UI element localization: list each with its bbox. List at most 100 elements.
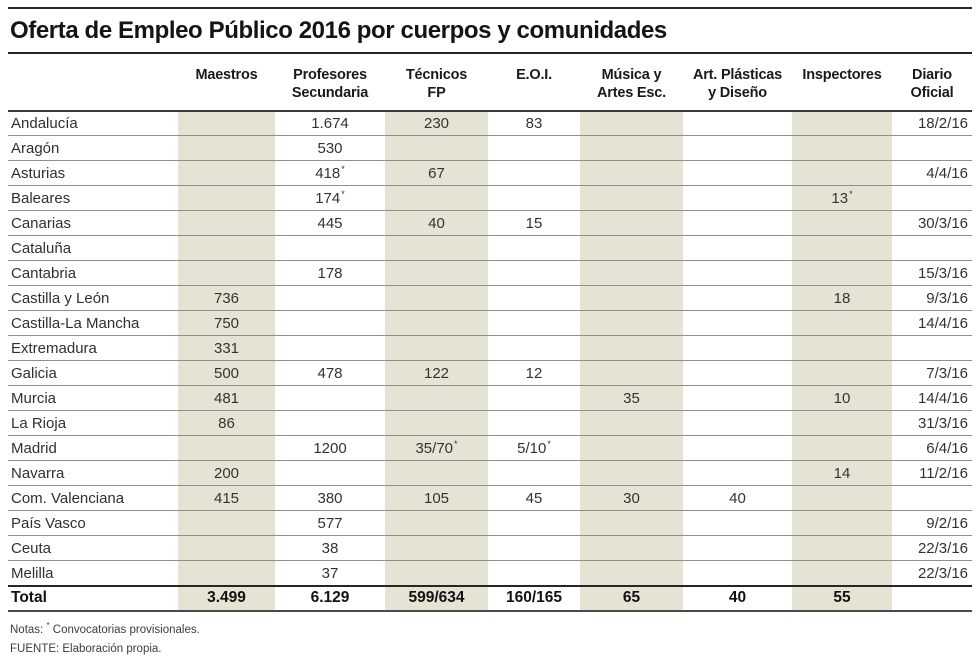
cell-tecnicos-fp <box>385 460 488 487</box>
region-name: Castilla y León <box>8 285 178 312</box>
cell-eoi: 12 <box>488 360 580 387</box>
column-header-eoi: E.O.I. <box>488 54 580 112</box>
cell-inspectores: 55 <box>792 584 892 612</box>
table-row: Baleares 174* 13* <box>8 185 972 212</box>
footnote-prefix: Notas: <box>10 623 44 636</box>
cell-profesores-secundaria: 1200 <box>275 435 385 462</box>
cell-inspectores <box>792 160 892 187</box>
cell-art-plasticas-diseno <box>683 110 792 137</box>
cell-profesores-secundaria: 174* <box>275 185 385 212</box>
table-row: Ceuta 38 22/3/16 <box>8 535 972 562</box>
cell-inspectores: 10 <box>792 385 892 412</box>
cell-maestros <box>178 135 275 162</box>
cell-maestros: 3.499 <box>178 584 275 612</box>
cell-inspectores <box>792 510 892 537</box>
total-row: Total 3.499 6.129 599/634 160/165 65 40 55 <box>8 584 972 612</box>
cell-maestros: 86 <box>178 410 275 437</box>
cell-inspectores <box>792 310 892 337</box>
cell-maestros <box>178 110 275 137</box>
cell-tecnicos-fp <box>385 335 488 362</box>
table-row: País Vasco 577 9/2/16 <box>8 510 972 537</box>
cell-diario-oficial: 30/3/16 <box>892 210 972 237</box>
table-row: Com. Valenciana 415 380 105 45 30 40 <box>8 485 972 512</box>
cell-art-plasticas-diseno <box>683 560 792 587</box>
region-name: Total <box>8 584 178 612</box>
cell-profesores-secundaria <box>275 410 385 437</box>
cell-eoi <box>488 510 580 537</box>
region-name: Navarra <box>8 460 178 487</box>
cell-eoi: 160/165 <box>488 584 580 612</box>
table-row: Melilla 37 22/3/16 <box>8 560 972 587</box>
cell-profesores-secundaria <box>275 385 385 412</box>
cell-art-plasticas-diseno <box>683 535 792 562</box>
table-row: Canarias 445 40 15 30/3/16 <box>8 210 972 237</box>
cell-maestros <box>178 435 275 462</box>
table-row: Aragón 530 <box>8 135 972 162</box>
cell-eoi <box>488 235 580 262</box>
cell-art-plasticas-diseno: 40 <box>683 584 792 612</box>
table-row: Murcia 481 35 10 14/4/16 <box>8 385 972 412</box>
region-name: Murcia <box>8 385 178 412</box>
cell-diario-oficial: 31/3/16 <box>892 410 972 437</box>
cell-musica-artes-esc <box>580 185 683 212</box>
region-name: Cantabria <box>8 260 178 287</box>
table-row: Cataluña <box>8 235 972 262</box>
footnote-asterisk: * <box>849 188 853 199</box>
column-header-diario-oficial: Diario Oficial <box>892 54 972 112</box>
cell-art-plasticas-diseno <box>683 260 792 287</box>
cell-profesores-secundaria <box>275 285 385 312</box>
top-rule <box>8 7 972 9</box>
cell-musica-artes-esc <box>580 160 683 187</box>
cell-inspectores: 13* <box>792 185 892 212</box>
cell-inspectores <box>792 410 892 437</box>
cell-tecnicos-fp: 67 <box>385 160 488 187</box>
region-name: Extremadura <box>8 335 178 362</box>
cell-diario-oficial <box>892 235 972 262</box>
cell-diario-oficial <box>892 135 972 162</box>
cell-art-plasticas-diseno <box>683 335 792 362</box>
cell-musica-artes-esc <box>580 410 683 437</box>
cell-diario-oficial: 9/3/16 <box>892 285 972 312</box>
cell-musica-artes-esc: 65 <box>580 584 683 612</box>
region-name: Cataluña <box>8 235 178 262</box>
region-name: País Vasco <box>8 510 178 537</box>
cell-musica-artes-esc <box>580 435 683 462</box>
cell-eoi: 45 <box>488 485 580 512</box>
cell-musica-artes-esc <box>580 535 683 562</box>
cell-tecnicos-fp: 599/634 <box>385 584 488 612</box>
cell-diario-oficial <box>892 485 972 512</box>
cell-art-plasticas-diseno <box>683 460 792 487</box>
cell-art-plasticas-diseno <box>683 510 792 537</box>
cell-tecnicos-fp <box>385 410 488 437</box>
cell-profesores-secundaria: 380 <box>275 485 385 512</box>
cell-eoi <box>488 560 580 587</box>
footnote-asterisk: * <box>341 188 345 199</box>
cell-inspectores: 18 <box>792 285 892 312</box>
cell-profesores-secundaria: 1.674 <box>275 110 385 137</box>
cell-diario-oficial: 22/3/16 <box>892 535 972 562</box>
cell-maestros <box>178 160 275 187</box>
region-name: Andalucía <box>8 110 178 137</box>
cell-inspectores <box>792 485 892 512</box>
cell-profesores-secundaria: 6.129 <box>275 584 385 612</box>
cell-eoi: 15 <box>488 210 580 237</box>
cell-inspectores <box>792 360 892 387</box>
cell-diario-oficial: 4/4/16 <box>892 160 972 187</box>
table-row: Castilla y León 736 18 9/3/16 <box>8 285 972 312</box>
cell-tecnicos-fp <box>385 185 488 212</box>
cell-diario-oficial: 7/3/16 <box>892 360 972 387</box>
table-row: Asturias 418* 67 4/4/16 <box>8 160 972 187</box>
column-header-inspectores: Inspectores <box>792 54 892 112</box>
cell-musica-artes-esc <box>580 560 683 587</box>
cell-profesores-secundaria: 38 <box>275 535 385 562</box>
region-name: Baleares <box>8 185 178 212</box>
cell-diario-oficial: 6/4/16 <box>892 435 972 462</box>
cell-tecnicos-fp <box>385 285 488 312</box>
cell-maestros <box>178 185 275 212</box>
cell-profesores-secundaria <box>275 235 385 262</box>
cell-eoi <box>488 160 580 187</box>
cell-art-plasticas-diseno <box>683 135 792 162</box>
cell-art-plasticas-diseno <box>683 185 792 212</box>
column-header-profesores-secundaria: Profesores Secundaria <box>275 54 385 112</box>
cell-art-plasticas-diseno <box>683 235 792 262</box>
